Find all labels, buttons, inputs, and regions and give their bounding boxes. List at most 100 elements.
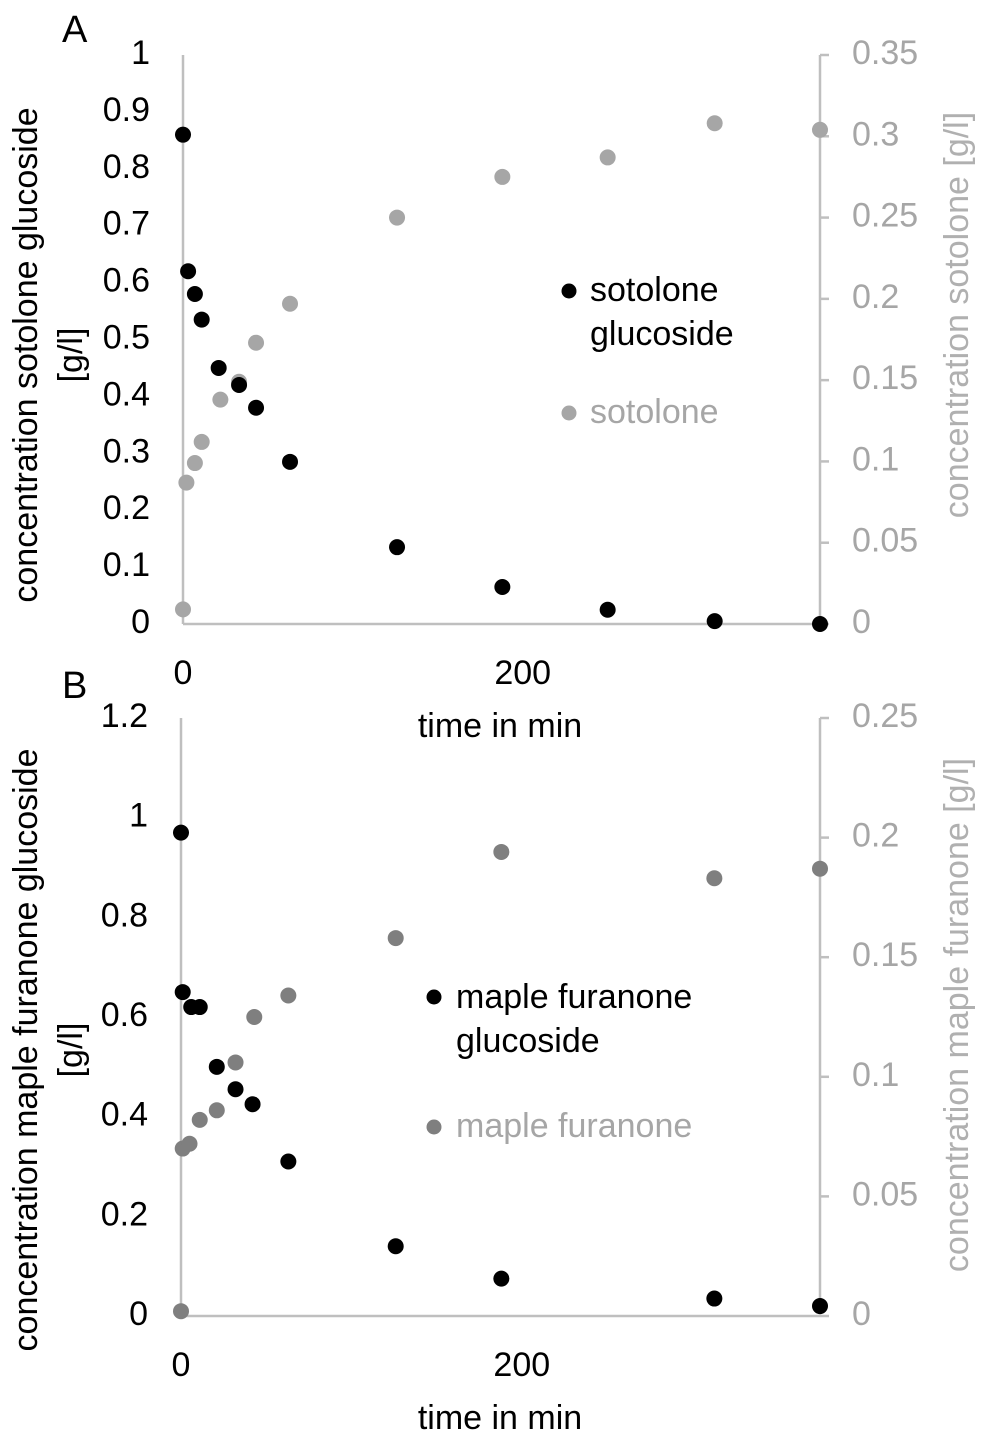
y-tick-label: 0.5 bbox=[103, 318, 150, 356]
panel-b: B 0 0.2 0.4 0.6 0.8 1 1.2 0 0.05 0.1 0.15 0.2 0.25 0 20… bbox=[7, 665, 976, 1432]
data-point bbox=[227, 1054, 244, 1071]
data-point bbox=[493, 1270, 510, 1287]
data-point bbox=[387, 1238, 404, 1255]
data-point bbox=[212, 391, 229, 408]
y-tick-label: 0.3 bbox=[103, 432, 150, 470]
y-tick-label: 0.1 bbox=[103, 546, 150, 584]
y2-tick-label: 0 bbox=[852, 603, 871, 641]
data-point bbox=[193, 433, 210, 450]
y2-tick-label: 0.1 bbox=[852, 440, 899, 478]
y2-tick-label: 0.1 bbox=[852, 1056, 899, 1094]
data-point bbox=[248, 399, 265, 416]
y-axis-title: concentration sotolone glucoside bbox=[7, 107, 45, 602]
data-point bbox=[812, 121, 828, 138]
y-axis-title: [g/l] bbox=[52, 1023, 90, 1078]
data-point bbox=[246, 1009, 263, 1025]
y-tick-label: 0.6 bbox=[101, 996, 148, 1034]
data-point bbox=[175, 126, 191, 143]
legend-label: glucoside bbox=[590, 315, 734, 353]
data-point bbox=[494, 168, 511, 185]
data-point bbox=[181, 1135, 198, 1152]
y-tick-label: 0.2 bbox=[101, 1195, 148, 1233]
data-point bbox=[389, 209, 406, 226]
data-point bbox=[282, 453, 299, 470]
y-tick-label: 0.8 bbox=[101, 896, 148, 934]
y2-tick-label: 0.15 bbox=[852, 359, 918, 397]
data-point bbox=[231, 377, 248, 394]
y2-tick-label: 0.2 bbox=[852, 817, 899, 855]
data-point bbox=[175, 601, 191, 618]
data-point bbox=[599, 149, 616, 166]
y2-tick-label: 0.35 bbox=[852, 34, 918, 72]
y2-tick-label: 0.05 bbox=[852, 522, 918, 560]
y2-tick-label: 0.2 bbox=[852, 278, 899, 316]
data-point bbox=[210, 359, 227, 376]
legend-marker bbox=[561, 405, 577, 421]
legend-label: glucoside bbox=[456, 1022, 600, 1060]
y-tick-label: 1 bbox=[129, 797, 148, 835]
y-axis-title: [g/l] bbox=[52, 328, 90, 383]
data-point bbox=[280, 987, 297, 1004]
x-axis-title: time in min bbox=[418, 707, 582, 745]
y2-tick-label: 0 bbox=[852, 1295, 871, 1333]
data-point bbox=[280, 1153, 297, 1170]
data-point bbox=[706, 115, 723, 132]
y-tick-label: 0.9 bbox=[103, 91, 150, 129]
data-point bbox=[208, 1102, 225, 1119]
data-point bbox=[186, 455, 203, 472]
y2-tick-label: 0.3 bbox=[852, 115, 899, 153]
data-point bbox=[248, 334, 265, 351]
y-tick-label: 0.4 bbox=[101, 1096, 148, 1134]
y-tick-label: 0.7 bbox=[103, 205, 150, 243]
data-point bbox=[244, 1096, 261, 1113]
x-tick-label: 200 bbox=[494, 654, 551, 692]
x-axis-title: time in min bbox=[418, 1399, 582, 1432]
legend-marker bbox=[426, 989, 442, 1005]
y2-tick-label: 0.15 bbox=[852, 936, 918, 974]
data-point bbox=[387, 930, 404, 947]
panel-label: B bbox=[62, 665, 87, 707]
y-tick-label: 0.6 bbox=[103, 262, 150, 300]
data-point bbox=[173, 824, 189, 841]
data-point bbox=[173, 1303, 189, 1320]
data-point bbox=[191, 1111, 208, 1128]
legend-label: maple furanone bbox=[456, 978, 692, 1016]
data-point bbox=[812, 1298, 828, 1315]
y-tick-label: 1 bbox=[131, 34, 150, 72]
panel-label: A bbox=[62, 9, 88, 51]
data-point bbox=[208, 1058, 225, 1075]
data-point bbox=[193, 311, 210, 328]
data-point bbox=[174, 984, 191, 1001]
legend-label: maple furanone bbox=[456, 1107, 692, 1145]
data-point bbox=[493, 843, 510, 860]
y-tick-label: 0 bbox=[131, 603, 150, 641]
data-point bbox=[282, 295, 299, 312]
y-axis-title: concentration maple furanone glucoside bbox=[7, 749, 45, 1352]
data-point bbox=[389, 539, 406, 556]
y2-tick-label: 0.05 bbox=[852, 1175, 918, 1213]
y-tick-label: 0.2 bbox=[103, 489, 150, 527]
legend-label: sotolone bbox=[590, 393, 719, 431]
data-point bbox=[812, 860, 828, 877]
data-point bbox=[227, 1081, 244, 1098]
data-point bbox=[599, 601, 616, 618]
x-tick-label: 0 bbox=[172, 1346, 191, 1384]
y-tick-label: 0.8 bbox=[103, 148, 150, 186]
legend-marker bbox=[561, 283, 577, 299]
x-tick-label: 200 bbox=[493, 1346, 550, 1384]
legend-label: sotolone bbox=[590, 271, 719, 309]
y-tick-label: 1.2 bbox=[101, 697, 148, 735]
data-point bbox=[186, 285, 203, 302]
data-point bbox=[706, 870, 723, 887]
x-tick-label: 0 bbox=[174, 654, 193, 692]
data-point bbox=[706, 1290, 723, 1307]
y2-axis-title: concentration sotolone [g/l] bbox=[938, 112, 976, 518]
y2-axis-title: concentration maple furanone [g/l] bbox=[938, 758, 976, 1272]
legend-marker bbox=[426, 1119, 442, 1135]
y-tick-label: 0.4 bbox=[103, 375, 150, 413]
data-point bbox=[706, 613, 723, 630]
y-tick-label: 0 bbox=[129, 1295, 148, 1333]
data-point bbox=[178, 474, 195, 491]
data-point bbox=[191, 999, 208, 1016]
